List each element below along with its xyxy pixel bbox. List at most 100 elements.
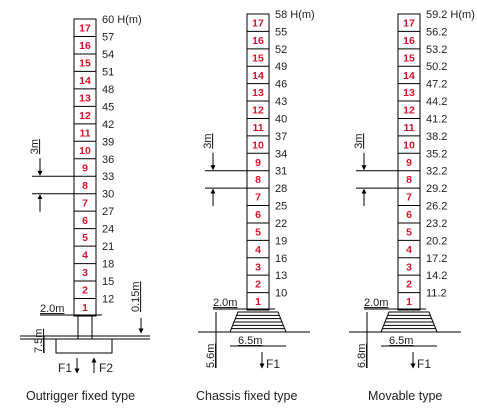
force-label-f1: F1 <box>417 357 431 371</box>
height-label: 31 <box>275 166 287 178</box>
section-number: 11 <box>252 122 263 134</box>
height-label: 12 <box>102 294 114 306</box>
height-label: 42 <box>102 119 114 131</box>
section-number: 14 <box>252 70 264 82</box>
height-top-label: 59.2 H(m) <box>426 9 475 21</box>
height-label: 23.2 <box>426 218 447 230</box>
height-label: 33 <box>102 171 114 183</box>
section-number: 17 <box>252 18 264 30</box>
section-number: 10 <box>252 139 264 151</box>
section-number: 16 <box>252 35 264 47</box>
height-label: 34 <box>275 148 287 160</box>
section-number: 9 <box>406 157 412 169</box>
height-label: 10 <box>275 288 287 300</box>
height-label: 21 <box>102 241 114 253</box>
section-number: 8 <box>255 174 261 186</box>
caption-outrigger-fixed: Outrigger fixed type <box>26 389 136 403</box>
height-label: 41.2 <box>426 113 447 125</box>
section-number: 6 <box>255 209 261 221</box>
height-label: 49 <box>275 61 287 73</box>
section-number: 10 <box>79 145 91 157</box>
height-label: 17.2 <box>426 253 447 265</box>
section-number: 3 <box>255 261 261 273</box>
section-number: 16 <box>403 35 415 47</box>
height-label: 15 <box>102 276 114 288</box>
section-number: 2 <box>82 285 88 297</box>
height-unit: H(m) <box>450 9 474 21</box>
height-label: 45 <box>102 101 114 113</box>
section-number: 4 <box>255 244 261 256</box>
height-label: 22 <box>275 218 287 230</box>
section-number: 6 <box>82 215 88 227</box>
height-label: 24 <box>102 224 114 236</box>
height-label: 38.2 <box>426 131 447 143</box>
height-label: 25 <box>275 201 287 213</box>
height-top-label: 60 H(m) <box>102 14 142 26</box>
section-number: 4 <box>406 244 412 256</box>
section-number: 12 <box>403 105 415 117</box>
height-label: 26.2 <box>426 201 447 213</box>
height-label: 14.2 <box>426 270 447 282</box>
height-label: 48 <box>102 84 114 96</box>
height-label: 44.2 <box>426 96 447 108</box>
height-label: 30 <box>102 189 114 201</box>
section-number: 3 <box>82 267 88 279</box>
caption-chassis-fixed: Chassis fixed type <box>196 389 298 403</box>
height-label: 18 <box>102 259 114 271</box>
height-label: 28 <box>275 183 287 195</box>
section-number: 15 <box>79 58 91 70</box>
section-number: 6 <box>406 209 412 221</box>
height-label: 13 <box>275 270 287 282</box>
height-label: 16 <box>275 253 287 265</box>
section-number: 8 <box>406 174 412 186</box>
height-label: 52 <box>275 44 287 56</box>
section-number: 5 <box>406 226 412 238</box>
force-label-f1: F1 <box>266 357 280 371</box>
height-label: 19 <box>275 235 287 247</box>
section-number: 15 <box>252 52 264 64</box>
height-label: 29.2 <box>426 183 447 195</box>
section-number: 13 <box>252 87 264 99</box>
height-unit: H(m) <box>290 9 314 21</box>
chassis-width-label: 6.5m <box>389 335 413 347</box>
section-number: 1 <box>255 296 261 308</box>
height-label: 32.2 <box>426 166 447 178</box>
base-width-label: 2.0m <box>364 297 388 309</box>
height-label: 37 <box>275 131 287 143</box>
height-label: 39 <box>102 136 114 148</box>
section-number: 1 <box>82 302 88 314</box>
section-height-label: 3m <box>29 139 41 154</box>
base-width-label: 2.0m <box>213 297 237 309</box>
section-number: 17 <box>403 18 415 30</box>
section-number: 11 <box>403 122 414 134</box>
height-top-label: 58 H(m) <box>275 9 315 21</box>
height-label: 56.2 <box>426 26 447 38</box>
section-number: 13 <box>79 92 91 104</box>
height-label: 40 <box>275 113 287 125</box>
height-label: 35.2 <box>426 148 447 160</box>
section-number: 13 <box>403 87 415 99</box>
base-width-label: 2.0m <box>40 303 64 315</box>
section-number: 12 <box>252 105 264 117</box>
section-number: 10 <box>403 139 415 151</box>
height-label: 47.2 <box>426 79 447 91</box>
section-number: 3 <box>406 261 412 273</box>
mast-outline <box>73 18 97 317</box>
section-height-label: 3m <box>202 133 214 148</box>
height-label: 53.2 <box>426 44 447 56</box>
section-number: 9 <box>255 157 261 169</box>
height-label: 27 <box>102 206 114 218</box>
offset-label: 0.15m <box>130 281 142 312</box>
diagram-movable: 17 16 15 14 13 12 11 10 9 8 7 6 5 4 3 2 1 59.2 H(m) 56.2 53.… <box>349 9 475 371</box>
section-number: 14 <box>403 70 415 82</box>
section-number: 17 <box>79 23 91 35</box>
mast-outline <box>397 13 421 311</box>
height-label: 57 <box>102 31 114 43</box>
foundation-block <box>55 338 113 354</box>
height-unit: H(m) <box>117 14 141 26</box>
foundation-depth-label: 7.5m <box>33 329 45 353</box>
height-label: 36 <box>102 154 114 166</box>
